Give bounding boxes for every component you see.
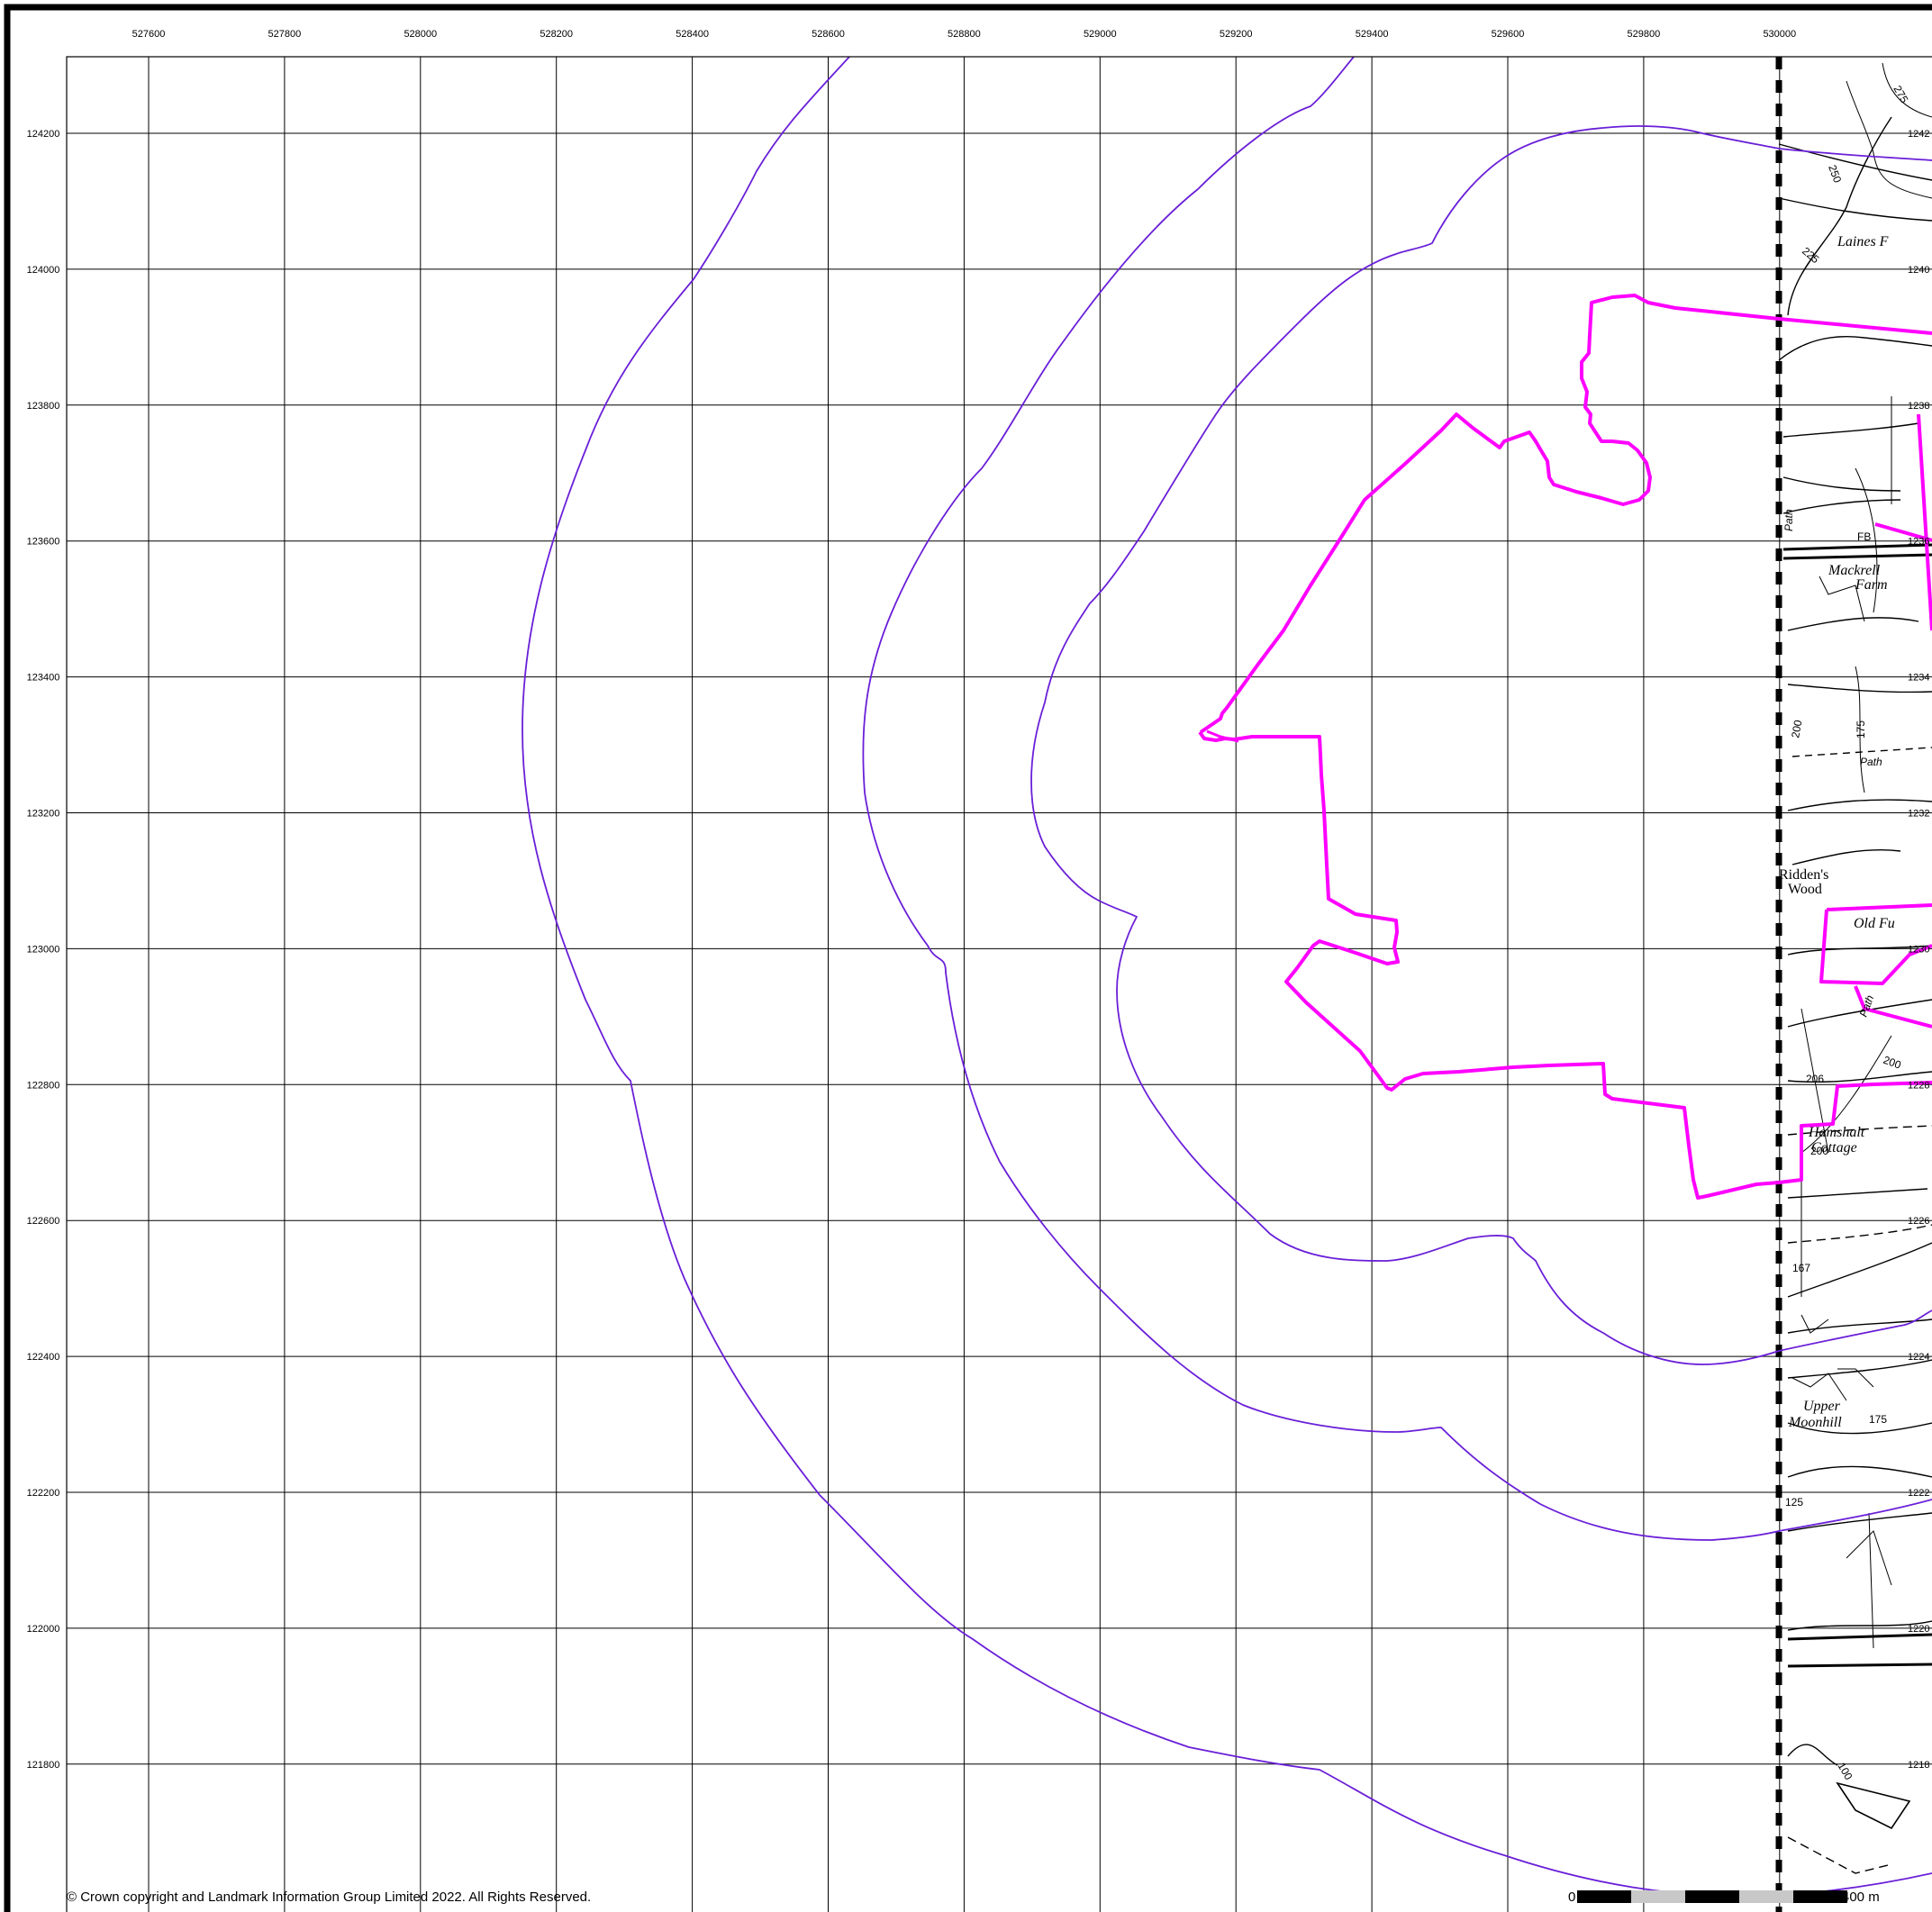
map-border xyxy=(66,56,1932,1912)
contour-label-200-c: 200 xyxy=(1810,1145,1828,1157)
scale-bar-seg-3 xyxy=(1685,1890,1739,1903)
northing-tick-label: 122400 xyxy=(27,1352,60,1363)
site-boundary-east-c xyxy=(1917,413,1932,631)
feature-label-fb: FB xyxy=(1857,530,1871,543)
place-label-upper: Upper xyxy=(1803,1399,1841,1414)
site-boundary-east-d xyxy=(1854,985,1932,1028)
easting-tick-label: 528200 xyxy=(540,29,573,40)
buffer-ring-inner xyxy=(1030,125,1932,1365)
northing-tick-label: 122000 xyxy=(27,1624,60,1635)
buffer-rings xyxy=(522,57,1932,1898)
easting-tick-label: 530000 xyxy=(1763,29,1796,40)
map-area: Laines F Mackrell Farm Ridden's Wood Old… xyxy=(67,57,1932,1912)
easting-tick-label: 528800 xyxy=(948,29,981,40)
copyright-notice: © Crown copyright and Landmark Informati… xyxy=(67,1889,592,1905)
contour-label-206: 206 xyxy=(1806,1073,1824,1085)
scale-bar xyxy=(1577,1890,1847,1903)
contour-label-167: 167 xyxy=(1792,1262,1810,1274)
easting-tick-label: 528000 xyxy=(404,29,437,40)
feature-label-path-3: Path xyxy=(1782,509,1795,531)
place-label-mackrell: Mackrell xyxy=(1828,563,1881,578)
feature-label-path-1: Path xyxy=(1860,756,1882,768)
scale-bar-end-label: 400 m xyxy=(1842,1889,1880,1905)
contour-label-200-b: 200 xyxy=(1882,1054,1903,1072)
outer-border xyxy=(4,4,1932,1912)
right-northing-tick-label: 1218 xyxy=(1908,1760,1929,1771)
right-northing-tick-label: 1222 xyxy=(1908,1488,1929,1499)
buffer-ring-outer xyxy=(522,57,1932,1898)
contour-label-175-b: 175 xyxy=(1869,1413,1887,1426)
right-northing-tick-label: 1226 xyxy=(1908,1216,1929,1227)
site-boundary-detail xyxy=(1206,729,1239,743)
contour-label-175-a: 175 xyxy=(1855,720,1867,739)
northing-tick-label: 123800 xyxy=(27,401,60,412)
place-labels: Laines F Mackrell Farm Ridden's Wood Old… xyxy=(1779,84,1911,1783)
right-northing-tick-label: 1220 xyxy=(1908,1624,1929,1635)
scale-bar-seg-4 xyxy=(1739,1890,1793,1903)
place-label-laines: Laines F xyxy=(1837,234,1889,249)
northing-tick-label: 122200 xyxy=(27,1488,60,1499)
northing-tick-label: 123000 xyxy=(27,944,60,955)
right-northing-tick-labels: 1242 1240 1238 1236 1234 1232 1230 1228 1226 1224… xyxy=(1908,129,1929,1771)
site-boundary-main xyxy=(1199,294,1932,734)
os-basemap xyxy=(1778,62,1932,1874)
easting-tick-label: 529800 xyxy=(1628,29,1661,40)
northing-tick-label: 123400 xyxy=(27,673,60,684)
northing-tick-label: 122800 xyxy=(27,1080,60,1091)
right-northing-tick-label: 1230 xyxy=(1908,944,1929,955)
contour-label-250: 250 xyxy=(1826,163,1844,185)
right-northing-tick-label: 1240 xyxy=(1908,265,1929,276)
easting-tick-label: 528600 xyxy=(812,29,845,40)
contour-label-200-a: 200 xyxy=(1789,719,1804,739)
place-label-moonhill: Moonhill xyxy=(1788,1415,1842,1430)
easting-tick-label: 529400 xyxy=(1356,29,1389,40)
easting-tick-label: 529200 xyxy=(1220,29,1253,40)
site-boundary-south xyxy=(1198,730,1932,1200)
contour-label-125: 125 xyxy=(1785,1496,1803,1509)
right-northing-tick-label: 1242 xyxy=(1908,129,1929,140)
scale-bar-seg-2 xyxy=(1631,1890,1685,1903)
place-label-cottage: Cottage xyxy=(1811,1140,1857,1155)
place-label-wood: Wood xyxy=(1788,882,1822,897)
grid-lines xyxy=(67,57,1932,1912)
easting-tick-label: 527600 xyxy=(132,29,166,40)
northing-tick-label: 123200 xyxy=(27,809,60,820)
right-northing-tick-label: 1236 xyxy=(1908,537,1929,548)
right-northing-tick-label: 1238 xyxy=(1908,401,1929,412)
easting-tick-label: 527800 xyxy=(268,29,302,40)
scale-bar-seg-5 xyxy=(1793,1890,1847,1903)
easting-tick-label: 529000 xyxy=(1084,29,1117,40)
site-boundary xyxy=(1198,294,1932,1200)
northing-tick-label: 124200 xyxy=(27,129,60,140)
northing-tick-label: 122600 xyxy=(27,1216,60,1227)
northing-tick-label: 124000 xyxy=(27,265,60,276)
right-northing-tick-label: 1228 xyxy=(1908,1080,1929,1091)
site-boundary-east-b xyxy=(1819,903,1932,985)
site-boundary-east-a xyxy=(1874,522,1932,542)
place-label-riddens: Ridden's xyxy=(1779,867,1828,883)
right-northing-tick-label: 1232 xyxy=(1908,809,1929,820)
northing-tick-label: 123600 xyxy=(27,537,60,548)
northing-tick-labels: 124200 124000 123800 123600 123400 123200 1230… xyxy=(27,129,60,1771)
easting-tick-labels: 527600 527800 528000 528200 528400 528600 5288… xyxy=(132,29,1797,40)
right-northing-tick-label: 1234 xyxy=(1908,673,1929,684)
scale-bar-start-label: 0 xyxy=(1568,1889,1576,1905)
easting-tick-label: 529600 xyxy=(1492,29,1525,40)
place-label-hamshalt: Hamshalt xyxy=(1808,1125,1865,1140)
scale-bar-seg-1 xyxy=(1577,1890,1631,1903)
right-northing-tick-label: 1224 xyxy=(1908,1352,1929,1363)
easting-tick-label: 528400 xyxy=(676,29,709,40)
northing-tick-label: 121800 xyxy=(27,1760,60,1771)
buffer-ring-middle xyxy=(862,57,1932,1541)
place-label-old-fu: Old Fu xyxy=(1854,916,1895,931)
place-label-farm: Farm xyxy=(1855,577,1888,593)
